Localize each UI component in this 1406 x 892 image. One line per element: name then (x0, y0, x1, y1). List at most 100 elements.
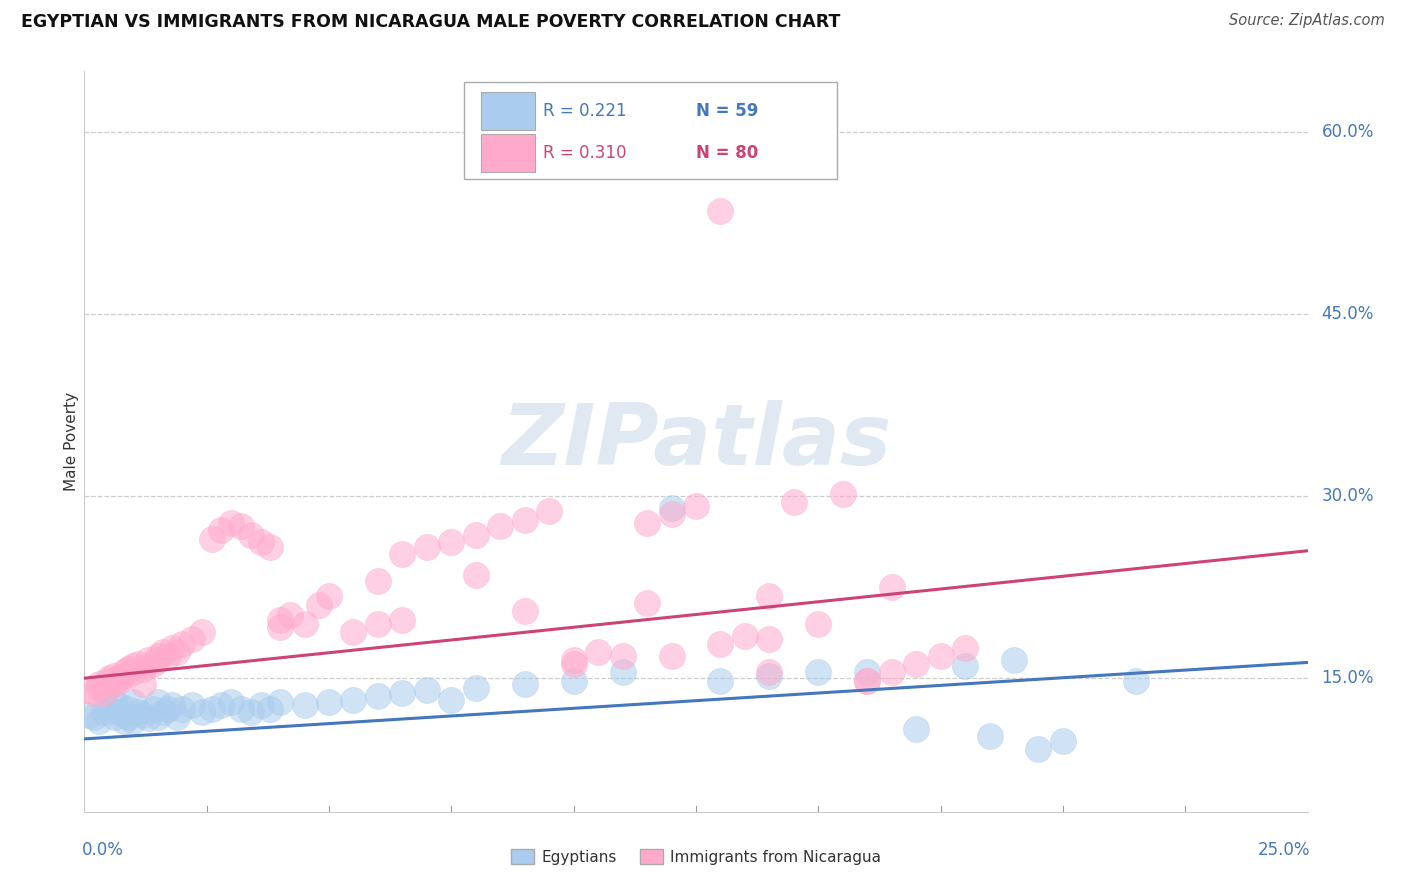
Point (685, 499, 707, 513)
Point (342, 625, 364, 640)
Point (97, 671, 120, 685)
Point (953, 640, 976, 655)
Point (391, 686, 413, 700)
Point (172, 701, 194, 715)
Text: Source: ZipAtlas.com: Source: ZipAtlas.com (1229, 13, 1385, 29)
Point (117, 710, 139, 724)
Point (416, 540, 439, 554)
Text: N = 80: N = 80 (696, 144, 758, 161)
Point (636, 596, 658, 610)
Point (734, 629, 756, 643)
Point (172, 637, 194, 651)
Point (83, 710, 105, 724)
Point (278, 608, 301, 623)
Point (107, 705, 129, 719)
Point (93, 686, 115, 700)
Point (146, 649, 169, 664)
Point (905, 657, 928, 671)
Point (112, 665, 135, 680)
Point (191, 625, 214, 640)
Point (132, 661, 155, 675)
Point (391, 613, 413, 627)
Point (219, 516, 242, 530)
Point (259, 540, 281, 554)
Point (97, 673, 120, 688)
Point (1028, 741, 1050, 756)
Point (1052, 734, 1074, 748)
Point (807, 616, 830, 631)
Point (758, 632, 780, 647)
Text: R = 0.310: R = 0.310 (543, 144, 627, 161)
Point (709, 203, 731, 218)
Point (209, 523, 232, 537)
Point (112, 669, 135, 683)
Point (538, 504, 561, 518)
Point (367, 616, 389, 631)
Legend: Egyptians, Immigrants from Nicaragua: Egyptians, Immigrants from Nicaragua (505, 843, 887, 871)
Point (83, 686, 105, 700)
Point (156, 649, 179, 664)
Point (156, 701, 179, 715)
Point (249, 535, 271, 549)
Point (636, 516, 658, 530)
Point (489, 519, 512, 533)
Point (107, 698, 129, 712)
FancyBboxPatch shape (464, 82, 837, 178)
Point (661, 649, 683, 664)
Point (318, 696, 340, 710)
Point (612, 649, 634, 664)
Point (239, 528, 262, 542)
Point (142, 701, 165, 715)
Point (239, 705, 262, 719)
Point (880, 580, 903, 594)
Point (142, 657, 165, 671)
Point (103, 710, 125, 724)
Point (152, 644, 174, 658)
Point (166, 710, 188, 724)
Point (562, 653, 585, 667)
Text: N = 59: N = 59 (696, 102, 758, 120)
Point (181, 698, 204, 712)
Point (122, 714, 145, 728)
Point (318, 589, 340, 603)
FancyBboxPatch shape (481, 134, 534, 172)
Point (132, 707, 155, 722)
Point (103, 669, 125, 683)
Point (612, 665, 634, 680)
Point (259, 701, 281, 715)
Point (107, 673, 129, 688)
Point (191, 705, 214, 719)
Point (103, 696, 125, 710)
Point (87, 677, 110, 691)
Y-axis label: Male Poverty: Male Poverty (63, 392, 79, 491)
Point (905, 722, 928, 736)
Point (77, 707, 100, 722)
Point (391, 548, 413, 562)
Point (416, 683, 439, 698)
Text: 60.0%: 60.0% (1322, 123, 1374, 141)
Point (122, 696, 145, 710)
Point (953, 659, 976, 673)
Point (856, 673, 879, 688)
Point (146, 653, 169, 667)
Point (209, 698, 232, 712)
Point (112, 714, 135, 728)
Point (513, 677, 536, 691)
Point (127, 705, 149, 719)
Point (758, 669, 780, 683)
Point (200, 532, 222, 546)
Point (136, 711, 159, 725)
Point (77, 683, 100, 698)
Point (162, 698, 184, 712)
Point (1002, 653, 1025, 667)
Point (97, 701, 120, 715)
Point (367, 690, 389, 704)
Point (342, 693, 364, 707)
Point (586, 644, 609, 658)
Text: 25.0%: 25.0% (1257, 841, 1310, 859)
Point (269, 613, 291, 627)
Point (367, 574, 389, 588)
Point (758, 589, 780, 603)
Point (783, 495, 806, 509)
Point (513, 513, 536, 527)
